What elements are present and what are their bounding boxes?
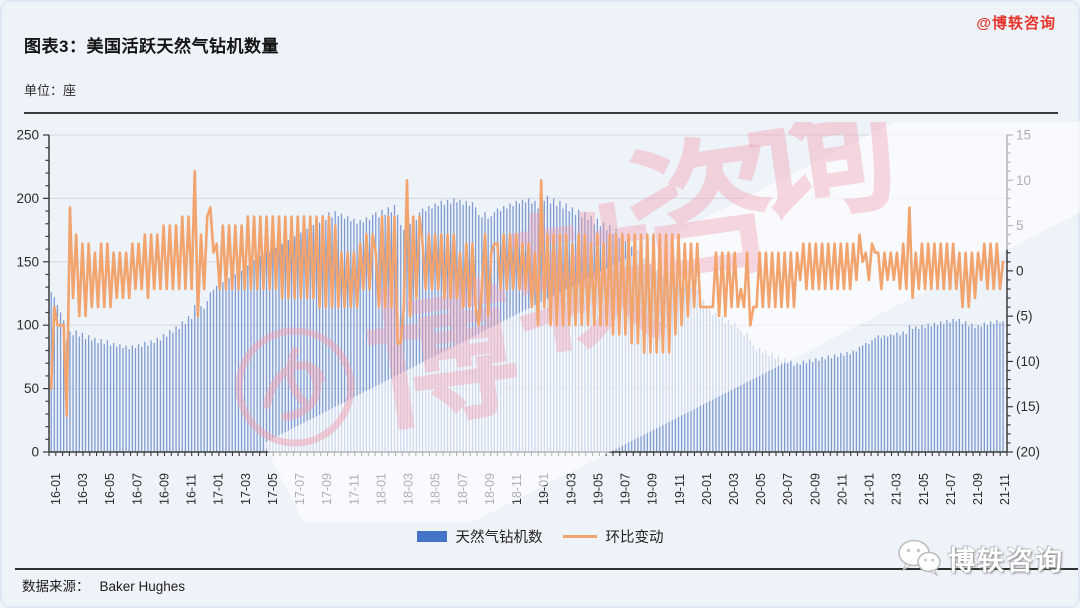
svg-text:16-09: 16-09 bbox=[157, 473, 171, 505]
svg-text:16-01: 16-01 bbox=[49, 473, 63, 505]
wechat-icon bbox=[898, 539, 941, 577]
data-source-value: Baker Hughes bbox=[99, 579, 186, 594]
data-source: 数据来源： Baker Hughes bbox=[22, 575, 185, 595]
data-source-label: 数据来源： bbox=[22, 579, 90, 594]
top-right-red-watermark: @博轶咨询 bbox=[976, 15, 1056, 32]
bottom-right-watermark: 博轶咨询 bbox=[896, 538, 1064, 578]
svg-text:50: 50 bbox=[24, 381, 39, 396]
svg-text:16-11: 16-11 bbox=[185, 474, 199, 505]
legend: 天然气钻机数 环比变动 bbox=[2, 526, 1078, 547]
svg-text:200: 200 bbox=[16, 191, 39, 206]
legend-line-label: 环比变动 bbox=[605, 530, 664, 546]
svg-text:100: 100 bbox=[16, 318, 39, 333]
change-line-overlay bbox=[49, 169, 1005, 418]
svg-text:150: 150 bbox=[16, 254, 39, 269]
bottom-watermark-text: 博轶咨询 bbox=[948, 545, 1064, 576]
pink-watermark-seal bbox=[235, 327, 355, 447]
svg-text:16-05: 16-05 bbox=[103, 473, 117, 505]
top-divider bbox=[24, 112, 1058, 114]
bottom-divider bbox=[15, 568, 1078, 570]
chart-title: 图表3：美国活跃天然气钻机数量 bbox=[24, 37, 279, 56]
svg-text:17-03: 17-03 bbox=[239, 473, 253, 505]
svg-text:0: 0 bbox=[31, 445, 39, 460]
svg-text:17-01: 17-01 bbox=[212, 473, 226, 505]
chart-area: 0 50 100 150 200 250 (20) (15) (10) (5) 0 5 10 15 16-0… bbox=[2, 122, 1080, 522]
legend-line-swatch bbox=[562, 535, 597, 538]
svg-text:250: 250 bbox=[16, 128, 39, 143]
legend-bar-swatch bbox=[416, 531, 447, 542]
unit-label: 单位：座 bbox=[24, 83, 77, 98]
svg-text:16-03: 16-03 bbox=[76, 473, 90, 505]
svg-text:16-07: 16-07 bbox=[130, 473, 144, 505]
legend-bar-label: 天然气钻机数 bbox=[455, 530, 543, 546]
